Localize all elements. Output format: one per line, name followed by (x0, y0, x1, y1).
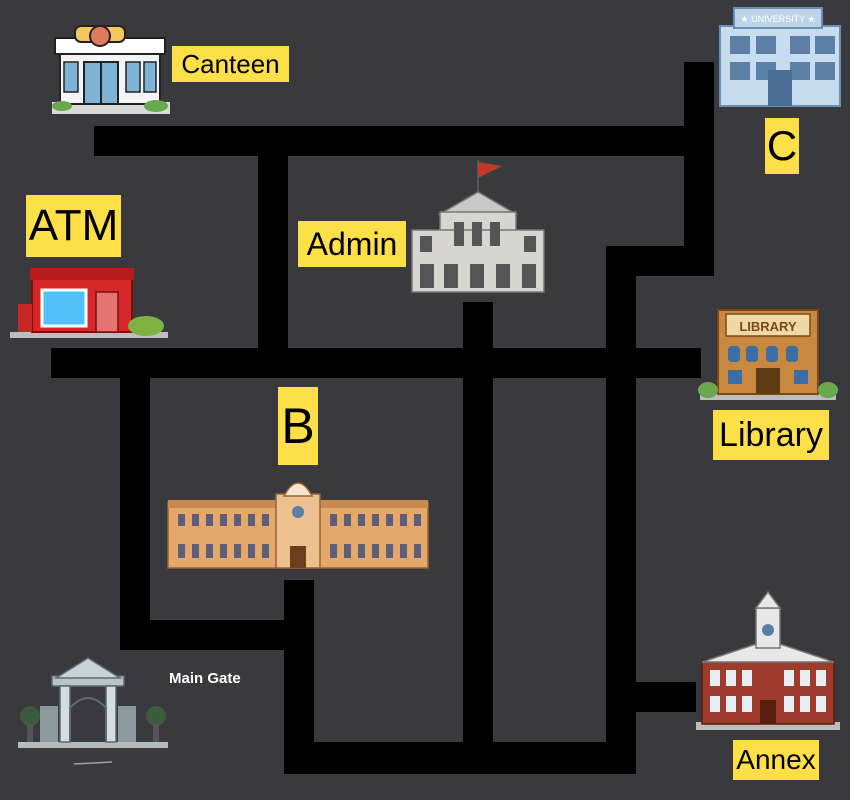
b-building-icon (167, 482, 429, 569)
annex-building-icon (696, 590, 840, 730)
canteen-label: Canteen (172, 46, 289, 82)
main-gate-label: Main Gate (169, 670, 241, 687)
library-building-icon: LIBRARY (698, 309, 838, 400)
road-middle-horizontal (51, 348, 701, 378)
library-sign: LIBRARY (739, 319, 797, 334)
road-center-vertical (463, 302, 493, 772)
road-left-bottom-horizontal (120, 620, 314, 650)
road-top-right-vertical (684, 62, 714, 276)
university-building-icon: ★ UNIVERSITY ★ (719, 7, 841, 107)
b-building-label: B (278, 387, 318, 465)
road-left-vertical (120, 348, 150, 650)
admin-building-icon (411, 160, 545, 293)
university-sign: ★ UNIVERSITY ★ (741, 14, 816, 24)
university-label: C (765, 118, 799, 174)
road-b-vertical (284, 580, 314, 774)
library-label: Library (713, 410, 829, 460)
atm-building-icon (10, 268, 168, 338)
atm-label: ATM (26, 195, 121, 257)
road-annex-spur (606, 682, 696, 712)
road-network (51, 62, 714, 774)
annex-label: Annex (733, 740, 819, 780)
road-top-horizontal (94, 126, 714, 156)
canteen-icon (52, 25, 170, 114)
road-bottom-horizontal (284, 742, 636, 774)
admin-label: Admin (298, 221, 406, 267)
main-gate-icon (18, 657, 168, 765)
road-left-upper-vertical (258, 126, 288, 376)
